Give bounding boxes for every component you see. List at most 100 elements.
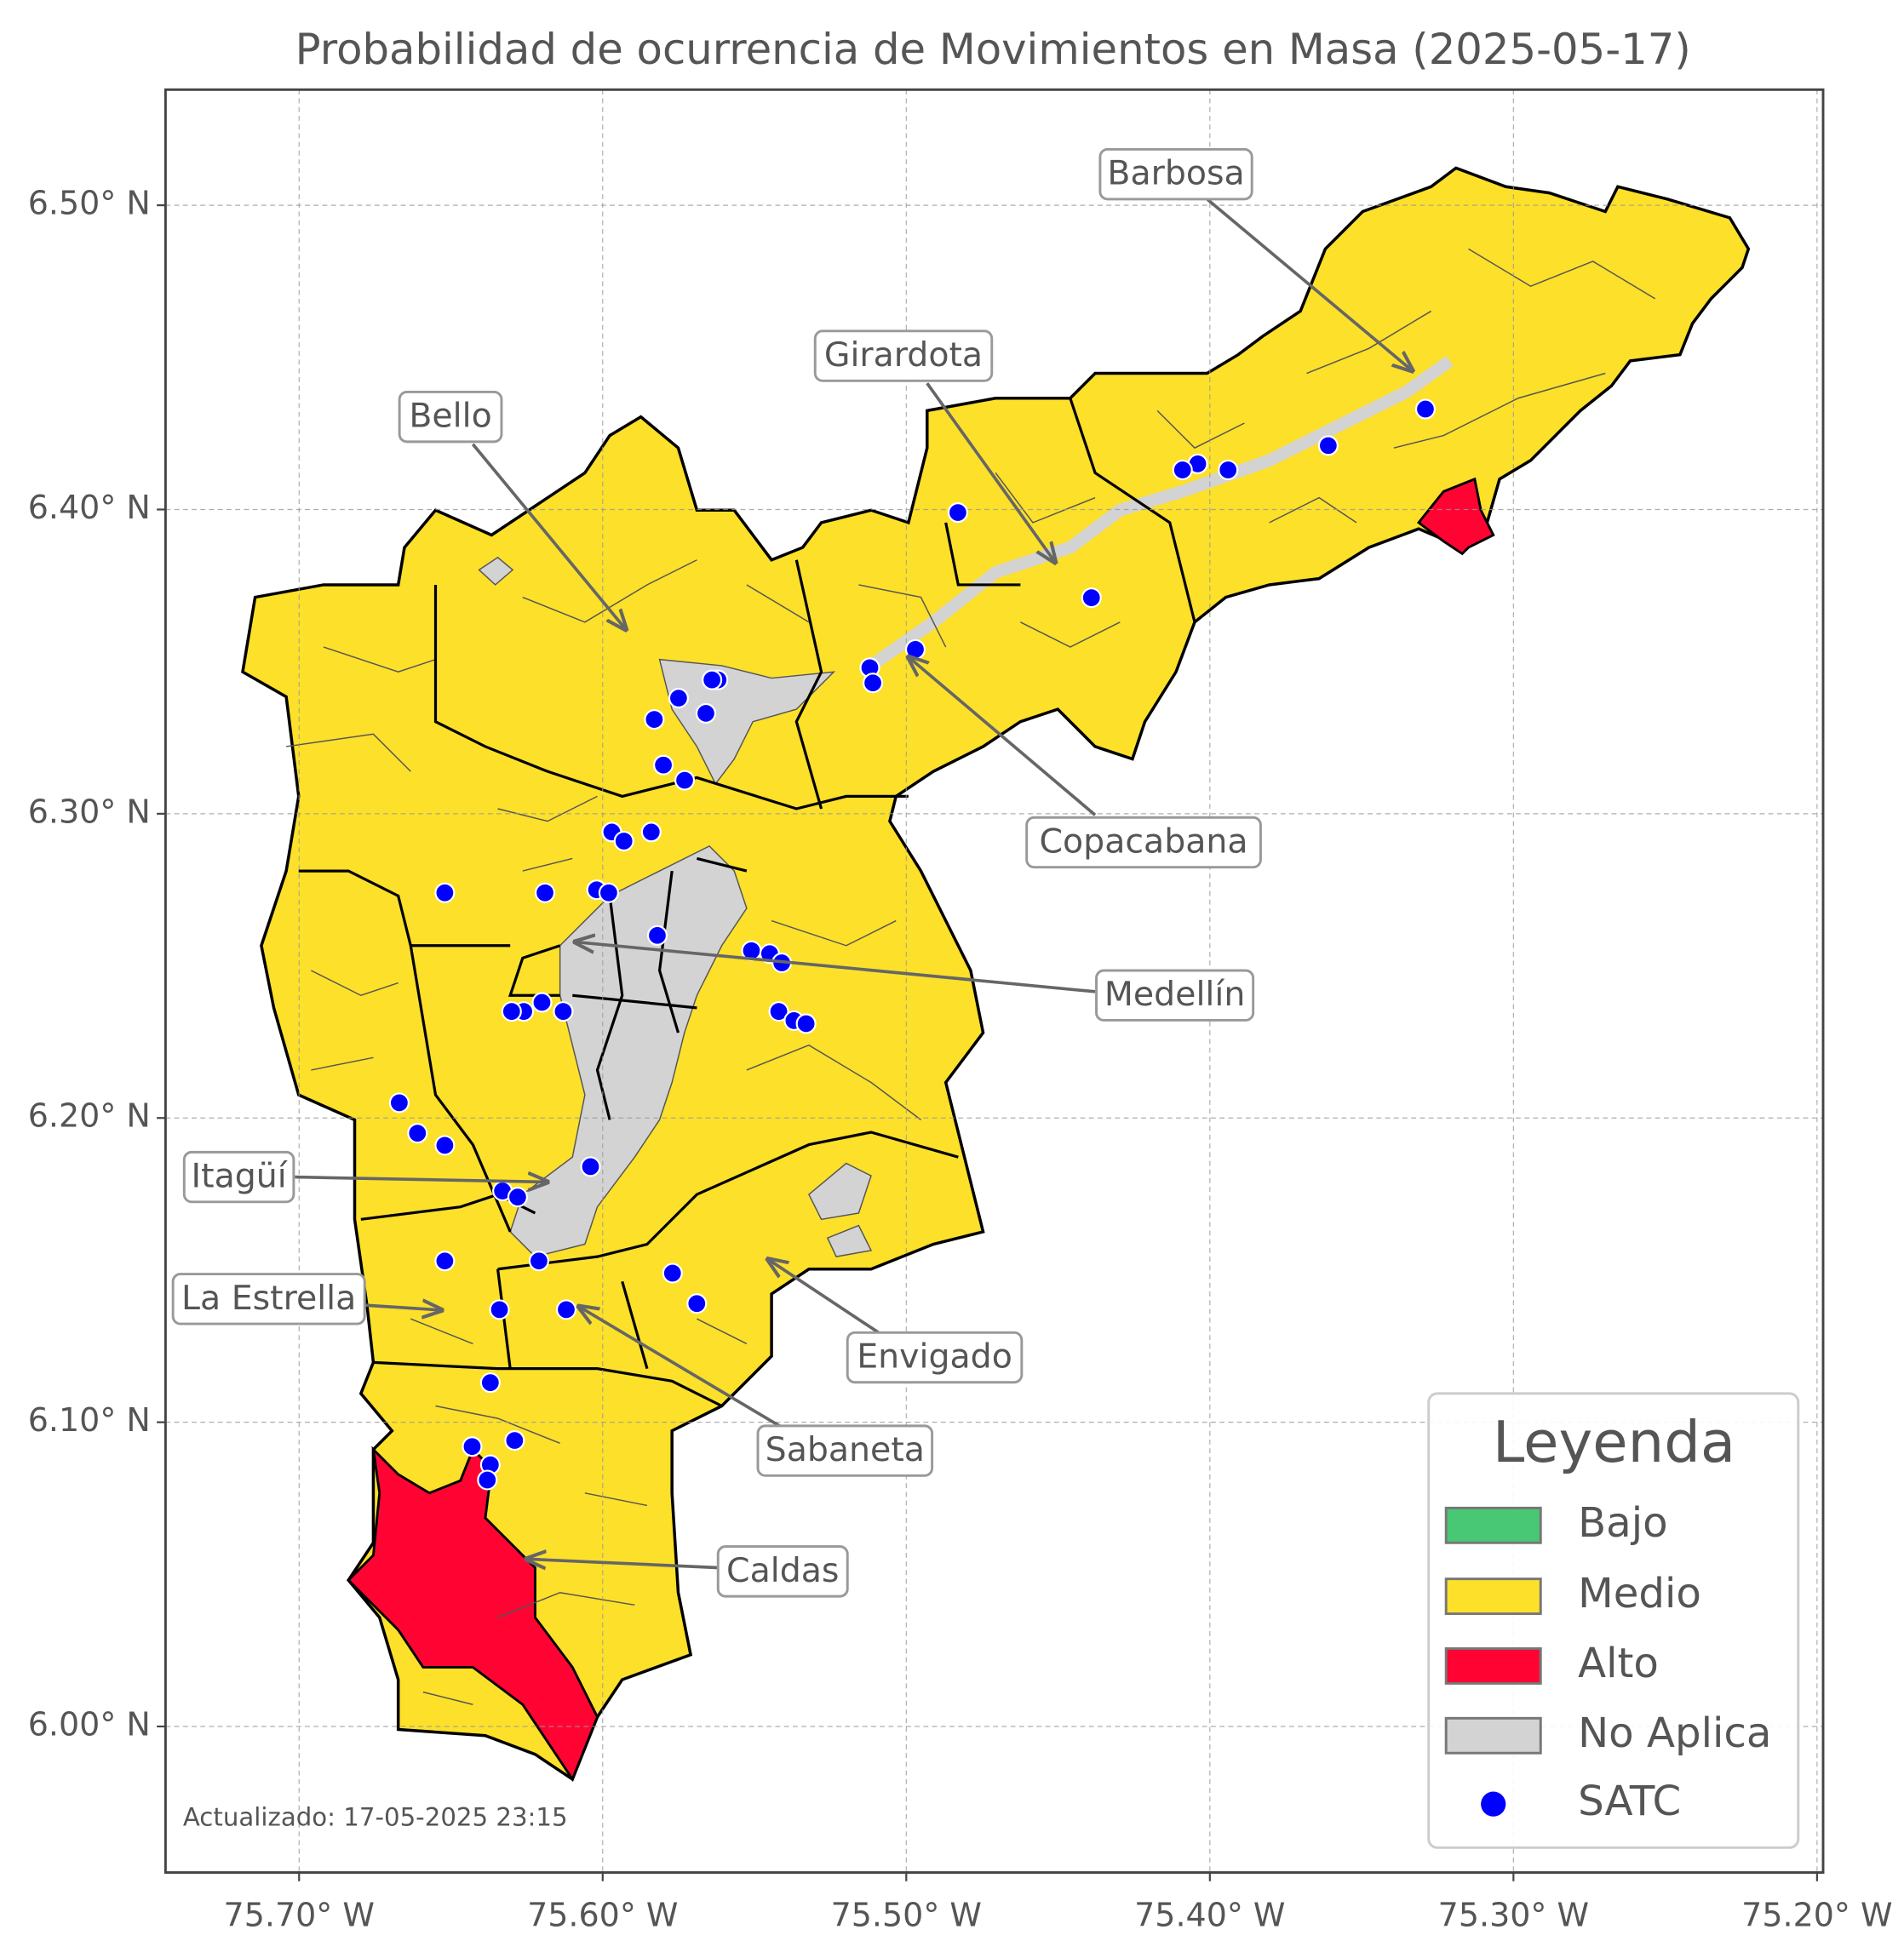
annotation-arrow xyxy=(1206,198,1413,371)
annotation-label: Sabaneta xyxy=(766,1430,925,1469)
satc-point xyxy=(580,1156,601,1177)
x-tick-label: 75.30° W xyxy=(1438,1897,1589,1934)
y-tick-label: 6.10° N xyxy=(28,1401,151,1439)
legend-swatch xyxy=(1444,1577,1542,1616)
satc-point xyxy=(1218,459,1239,481)
satc-point xyxy=(1081,587,1102,609)
sub-boundaries xyxy=(286,248,1656,1705)
annotation-arrow xyxy=(579,1307,783,1429)
annotation-label: Envigado xyxy=(857,1337,1012,1376)
annotation-label: Caldas xyxy=(726,1551,839,1590)
legend-marker xyxy=(1481,1791,1506,1817)
annotation-box xyxy=(1095,969,1255,1022)
satc-point xyxy=(1414,398,1437,420)
satc-point xyxy=(528,1251,549,1272)
legend-swatch xyxy=(1444,1647,1542,1685)
annotation-box xyxy=(1098,147,1253,201)
satc-point xyxy=(501,1001,522,1022)
satc-point xyxy=(479,1372,501,1394)
region-medio xyxy=(241,166,1751,1782)
river-no-aplica xyxy=(867,355,1454,671)
satc-point xyxy=(434,1135,456,1156)
satc-point xyxy=(388,1092,410,1114)
satc-point xyxy=(531,992,553,1013)
municipal-boundaries xyxy=(298,398,1196,1407)
satc-point xyxy=(662,1263,683,1284)
annotation-box xyxy=(716,1545,849,1598)
satc-point xyxy=(507,1187,528,1208)
satc-point xyxy=(702,669,723,690)
region-alto xyxy=(1416,477,1495,556)
annotation-label: Girardota xyxy=(824,335,983,375)
map-title: Probabilidad de ocurrencia de Movimiento… xyxy=(295,25,1691,74)
annotation-arrow xyxy=(364,1305,442,1310)
x-tick-label: 75.40° W xyxy=(1134,1897,1285,1934)
footnote: Actualizado: 17-05-2025 23:15 xyxy=(183,1803,568,1832)
satc-point xyxy=(674,770,696,791)
annotation-arrow xyxy=(471,443,626,630)
annotation-arrow xyxy=(526,1559,719,1567)
satc-point xyxy=(653,754,674,776)
satc-point xyxy=(904,638,926,660)
satc-point xyxy=(613,830,634,852)
annotation-label: Itagüí xyxy=(191,1157,287,1196)
annotation-arrow xyxy=(926,382,1056,562)
axes-frame xyxy=(163,88,1825,1875)
satc-point xyxy=(795,1013,817,1034)
region-no-aplica xyxy=(478,556,873,1257)
satc-point xyxy=(1172,459,1193,481)
annotation-arrow xyxy=(575,942,1096,993)
satc-point xyxy=(489,1299,510,1320)
y-tick-label: 6.50° N xyxy=(28,185,151,222)
legend: Leyenda Bajo Medio Alto No Aplica SATC xyxy=(1427,1392,1800,1849)
satc-point xyxy=(863,673,884,694)
legend-swatch xyxy=(1444,1506,1542,1544)
y-tick-label: 6.30° N xyxy=(28,793,151,830)
annotation-box xyxy=(182,1150,295,1204)
ticks: 75.70° W 75.60° W 75.50° W 75.40° W 75.30° W… xyxy=(28,185,1893,1934)
satc-point xyxy=(598,882,619,903)
legend-label: Medio xyxy=(1578,1570,1701,1618)
annotation-box xyxy=(1025,816,1262,869)
region-no-aplica xyxy=(509,845,748,1257)
annotation-arrow xyxy=(768,1259,887,1339)
satc-point xyxy=(434,882,456,903)
annotation-box xyxy=(398,390,503,444)
x-tick-label: 75.50° W xyxy=(831,1897,982,1934)
satc-point xyxy=(646,925,668,946)
y-tick-label: 6.00° N xyxy=(28,1706,151,1743)
legend-label: SATC xyxy=(1578,1778,1681,1825)
annotation-box xyxy=(813,329,994,382)
satc-point xyxy=(668,688,689,709)
satc-point xyxy=(695,702,717,724)
satc-point xyxy=(477,1469,498,1491)
legend-swatch xyxy=(1444,1716,1542,1755)
x-tick-label: 75.70° W xyxy=(224,1897,375,1934)
annotation-box xyxy=(756,1424,934,1477)
satc-point xyxy=(644,709,665,730)
legend-label: Alto xyxy=(1578,1640,1659,1687)
regions xyxy=(241,166,1751,1783)
x-tick-label: 75.20° W xyxy=(1741,1897,1892,1934)
annotations: Barbosa Girardota Bello Copacabana Medellín I… xyxy=(171,147,1413,1598)
region-no-aplica xyxy=(658,658,836,786)
legend-label: No Aplica xyxy=(1578,1709,1771,1757)
y-tick-label: 6.20° N xyxy=(28,1097,151,1135)
satc-point xyxy=(947,502,968,524)
annotation-box xyxy=(846,1331,1024,1384)
satc-point xyxy=(553,1001,574,1022)
legend-label: Bajo xyxy=(1578,1499,1668,1547)
satc-points xyxy=(388,398,1437,1491)
y-tick-label: 6.40° N xyxy=(28,489,151,526)
annotation-label: La Estrella xyxy=(181,1279,356,1318)
satc-point xyxy=(768,1001,789,1022)
satc-point xyxy=(462,1436,483,1457)
satc-point xyxy=(555,1299,577,1320)
legend-title: Leyenda xyxy=(1493,1409,1735,1475)
satc-point xyxy=(434,1251,456,1272)
satc-point xyxy=(686,1293,708,1314)
annotation-label: Barbosa xyxy=(1107,154,1244,193)
